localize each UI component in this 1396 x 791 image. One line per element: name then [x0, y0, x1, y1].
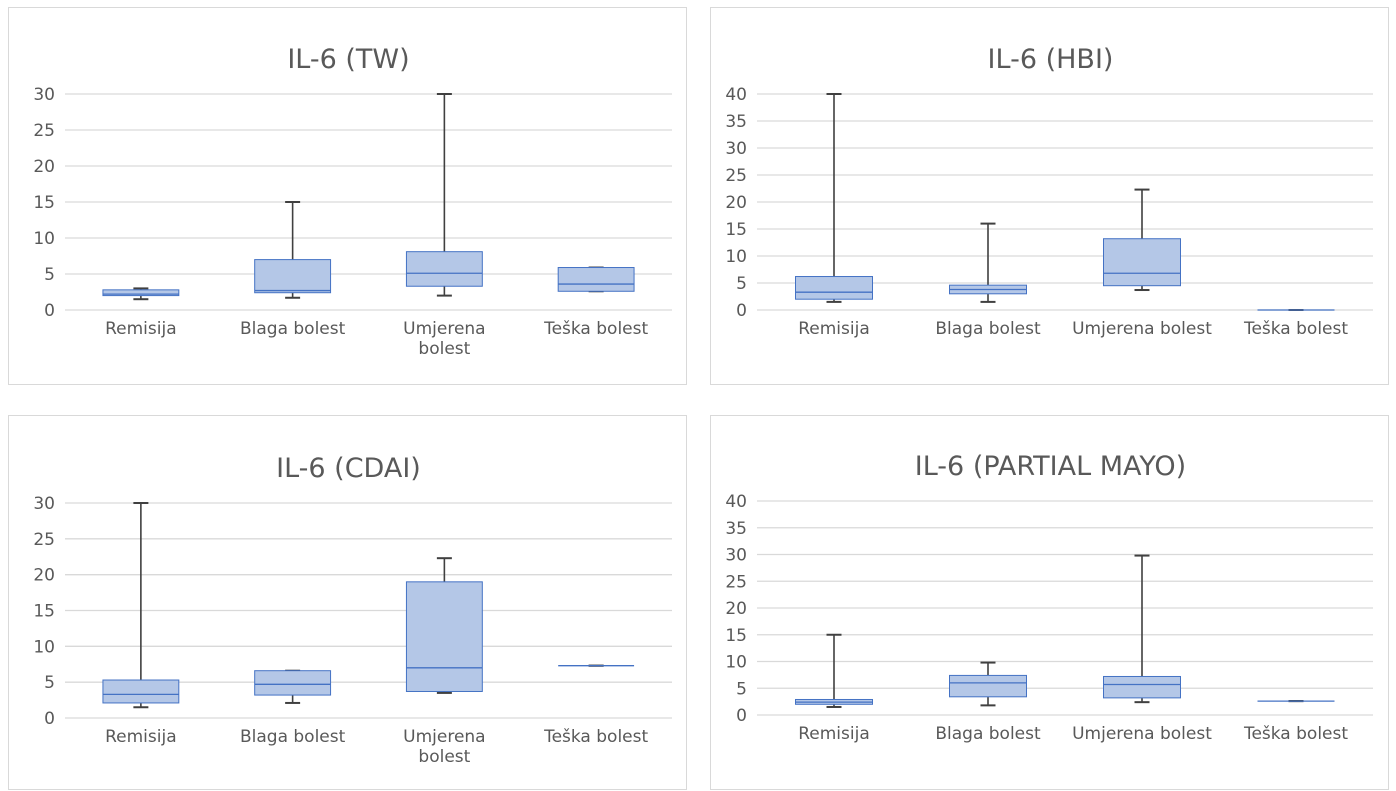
box-hbi-2 [949, 222, 1027, 303]
x-category-label: Blaga bolest [935, 724, 1041, 744]
x-category-label: Umjerena bolest [403, 319, 485, 359]
y-tick-label: 30 [725, 139, 747, 159]
y-tick-label: 5 [736, 274, 747, 294]
y-tick-label: 20 [33, 157, 55, 177]
box-iqr [405, 251, 483, 287]
x-category-label: Teška bolest [543, 727, 648, 747]
box-iqr [949, 674, 1027, 698]
y-tick-label: 20 [725, 193, 747, 213]
x-category-label: Remisija [105, 727, 177, 747]
x-category-label: Remisija [105, 319, 177, 339]
y-tick-label: 25 [725, 166, 747, 186]
box-tw-2 [254, 201, 332, 299]
box-iqr [557, 267, 635, 292]
y-tick-label: 0 [44, 709, 55, 729]
y-tick-label: 35 [725, 519, 747, 539]
chart-title: IL-6 (CDAI) [276, 453, 421, 484]
box-iqr [1103, 238, 1181, 287]
x-category-label: Umjerena bolest [1072, 319, 1212, 339]
y-tick-label: 5 [44, 673, 55, 693]
box-cdai-2 [254, 669, 332, 704]
box-tw-3 [405, 93, 483, 297]
box-iqr [405, 581, 483, 692]
boxplot-chart-tw: IL-6 (TW) 0 5 10 15 20 25 30 Remisija Blaga boles… [33, 44, 672, 359]
box-iqr [254, 670, 332, 696]
box-cdai-3 [405, 557, 483, 694]
box-iqr [102, 289, 180, 297]
x-category-label: Blaga bolest [935, 319, 1041, 339]
x-category-label: Teška bolest [1243, 724, 1348, 744]
y-tick-label: 15 [33, 602, 55, 622]
y-tick-label: 35 [725, 112, 747, 132]
box-iqr [102, 679, 180, 704]
y-tick-label: 5 [44, 265, 55, 285]
y-tick-label: 0 [736, 706, 747, 726]
y-tick-label: 25 [33, 121, 55, 141]
box-tw-4 [557, 266, 635, 293]
boxplot-chart-partial-mayo: IL-6 (PARTIAL MAYO) 0 5 10 15 20 25 30 35 40 Remis… [725, 451, 1373, 744]
x-category-label: Blaga bolest [240, 727, 346, 747]
chart-title: IL-6 (TW) [287, 44, 409, 75]
x-category-label: Remisija [798, 319, 870, 339]
y-tick-label: 30 [725, 546, 747, 566]
chart-panel-partial-mayo: IL-6 (PARTIAL MAYO) 0 5 10 15 20 25 30 35 40 Remis… [710, 415, 1389, 790]
y-tick-label: 15 [725, 626, 747, 646]
y-tick-label: 10 [33, 229, 55, 249]
chart-panel-tw: IL-6 (TW) 0 5 10 15 20 25 30 Remisija Blaga boles… [8, 7, 687, 385]
y-tick-label: 5 [736, 679, 747, 699]
box-tw-1 [102, 287, 180, 301]
box-partial-mayo-2 [949, 661, 1027, 707]
y-tick-label: 10 [725, 247, 747, 267]
box-iqr [795, 276, 873, 300]
box-partial-mayo-1 [795, 633, 873, 708]
box-hbi-3 [1103, 188, 1181, 292]
x-category-label: Blaga bolest [240, 319, 346, 339]
box-iqr [254, 259, 332, 294]
y-tick-label: 10 [33, 637, 55, 657]
chart-panel-cdai: IL-6 (CDAI) 0 5 10 15 20 25 30 Remisija Blaga bol… [8, 415, 687, 790]
y-tick-label: 40 [725, 492, 747, 512]
y-tick-label: 30 [33, 494, 55, 514]
chart-title: IL-6 (HBI) [988, 44, 1114, 75]
y-tick-label: 20 [725, 599, 747, 619]
x-category-label: Umjerena bolest [1072, 724, 1212, 744]
chart-title: IL-6 (PARTIAL MAYO) [915, 451, 1186, 482]
x-category-label: Teška bolest [1243, 319, 1348, 339]
x-category-label: Remisija [798, 724, 870, 744]
x-category-label: Umjerena bolest [403, 727, 485, 767]
box-partial-mayo-3 [1103, 554, 1181, 704]
y-tick-label: 15 [725, 220, 747, 240]
box-cdai-1 [102, 502, 180, 709]
y-tick-label: 30 [33, 85, 55, 105]
box-hbi-1 [795, 93, 873, 303]
y-tick-label: 10 [725, 653, 747, 673]
boxplot-chart-hbi: IL-6 (HBI) 0 5 10 15 20 25 30 35 40 Remisija Blaga … [725, 44, 1373, 339]
y-tick-label: 20 [33, 566, 55, 586]
y-tick-label: 25 [33, 530, 55, 550]
boxplot-chart-cdai: IL-6 (CDAI) 0 5 10 15 20 25 30 Remisija Blaga bol… [33, 453, 672, 767]
y-tick-label: 0 [736, 301, 747, 321]
x-category-label: Teška bolest [543, 319, 648, 339]
chart-panel-hbi: IL-6 (HBI) 0 5 10 15 20 25 30 35 40 Remisija Blaga … [710, 7, 1389, 385]
y-tick-label: 40 [725, 85, 747, 105]
y-tick-label: 15 [33, 193, 55, 213]
y-tick-label: 0 [44, 301, 55, 321]
box-iqr [1103, 675, 1181, 699]
y-tick-label: 25 [725, 572, 747, 592]
